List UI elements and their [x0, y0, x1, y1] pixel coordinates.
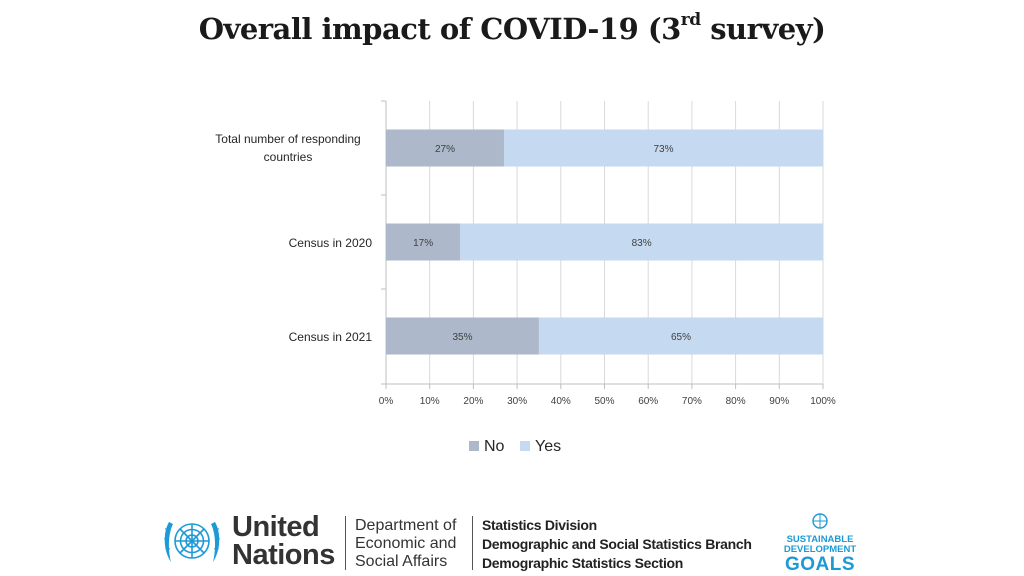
x-tick-label: 30%	[507, 396, 527, 407]
bar-no	[386, 223, 461, 261]
x-tick-label: 70%	[682, 396, 702, 407]
data-label: 65%	[671, 332, 691, 343]
x-tick-label: 0%	[379, 396, 394, 407]
x-tick-label: 20%	[463, 396, 483, 407]
bar-yes	[460, 223, 823, 261]
bar-yes	[538, 317, 823, 355]
x-tick-label: 90%	[769, 396, 789, 407]
legend-swatch-no	[469, 441, 479, 451]
un-line-2: Nations	[232, 539, 335, 571]
bar-no	[386, 129, 504, 167]
category-label: Total number of responding countries	[215, 132, 360, 164]
bar-no	[386, 317, 539, 355]
legend-label-yes: Yes	[535, 438, 561, 455]
x-tick-label: 40%	[551, 396, 571, 407]
sd-line-1: Statistics Division	[482, 517, 597, 533]
category-label: Census in 2021	[289, 330, 373, 344]
category-label: Census in 2020	[289, 236, 373, 250]
un-line-1: United	[232, 511, 320, 543]
un-emblem-icon	[164, 522, 220, 562]
sdg-line-1: SUSTAINABLE	[786, 534, 854, 545]
x-tick-label: 50%	[594, 396, 614, 407]
category-label-line: Total number of responding	[215, 132, 360, 146]
data-label: 83%	[632, 238, 652, 249]
desa-line-3: Social Affairs	[355, 553, 448, 570]
data-label: 35%	[452, 332, 472, 343]
desa-line-2: Economic and	[355, 535, 457, 552]
divider	[345, 516, 346, 570]
x-tick-label: 80%	[726, 396, 746, 407]
legend-label-no: No	[484, 438, 505, 455]
x-tick-label: 60%	[638, 396, 658, 407]
stacked-bar-chart: 0% 10% 20% 30% 40% 50% 60% 70% 80% 90% 100% Total n…	[215, 100, 836, 455]
un-wordmark: United Nations	[232, 511, 335, 571]
legend-swatch-yes	[520, 441, 530, 451]
category-label-line: countries	[264, 150, 313, 164]
bar-yes	[503, 129, 823, 167]
sdg-logo: SUSTAINABLE DEVELOPMENT GOALS	[783, 512, 857, 575]
data-label: 73%	[653, 144, 673, 155]
x-tick-label: 10%	[420, 396, 440, 407]
divider	[472, 516, 473, 570]
sdg-line-2: DEVELOPMENT	[783, 544, 857, 555]
x-tick-label: 100%	[810, 396, 836, 407]
data-label: 17%	[413, 238, 433, 249]
page-title: Overall impact of COVID-19 (3rd survey)	[0, 10, 1024, 46]
desa-wordmark: Department of Economic and Social Affair…	[355, 517, 456, 571]
sdg-line-3: GOALS	[784, 554, 856, 575]
sd-line-2: Demographic and Social Statistics Branch	[482, 536, 752, 552]
data-label: 27%	[435, 144, 455, 155]
sd-line-3: Demographic Statistics Section	[482, 555, 684, 571]
desa-line-1: Department of	[355, 517, 457, 534]
un-mini-emblem-icon	[812, 513, 828, 529]
statistics-division-block: Statistics Division Demographic and Soci…	[482, 516, 752, 573]
title-suffix: survey)	[700, 12, 826, 46]
title-main: Overall impact of COVID-19 (3	[198, 12, 682, 46]
title-superscript: rd	[680, 10, 701, 30]
